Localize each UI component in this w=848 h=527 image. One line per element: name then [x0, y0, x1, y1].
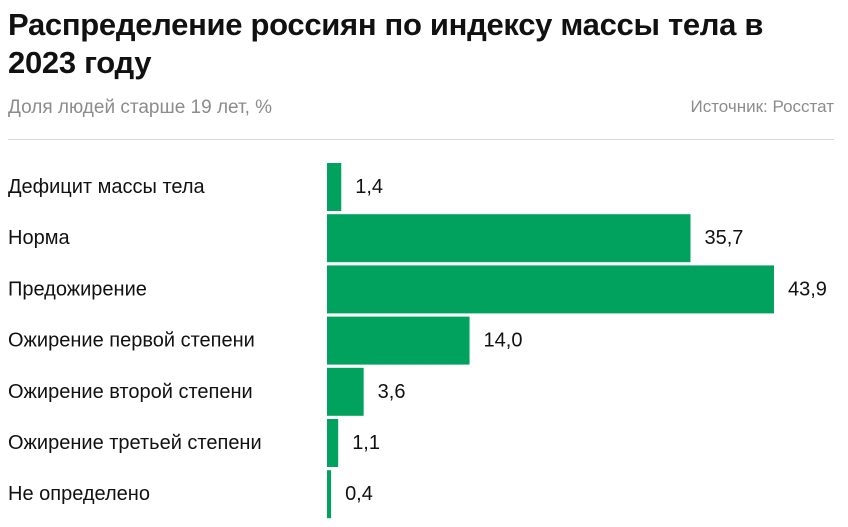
header-divider	[8, 139, 834, 140]
category-label: Предожирение	[8, 278, 147, 300]
bar	[327, 419, 339, 467]
category-label: Ожирение первой степени	[8, 330, 255, 352]
value-label: 14,0	[484, 330, 523, 352]
bar	[327, 163, 342, 211]
bar	[327, 265, 774, 314]
source-note: Источник: Росстат	[690, 97, 834, 116]
category-label: Не определено	[8, 483, 150, 505]
value-label: 0,4	[345, 483, 373, 505]
category-label: Ожирение второй степени	[8, 381, 253, 403]
bar-chart: Дефицит массы тела 1,4 Норма 35,7 Предожирен…	[8, 163, 827, 519]
chart-title: Распределение россиян по индексу массы т…	[8, 7, 764, 80]
chart-subtitle: Доля людей старше 19 лет, %	[8, 97, 273, 118]
category-label: Дефицит массы тела	[8, 176, 206, 198]
category-label: Норма	[8, 227, 70, 249]
category-label: Ожирение третьей степени	[8, 432, 262, 454]
bar	[327, 214, 691, 263]
bar	[327, 316, 470, 365]
value-label: 3,6	[378, 381, 406, 403]
value-label: 43,9	[788, 278, 827, 300]
bar	[327, 470, 332, 519]
value-label: 1,1	[352, 432, 380, 454]
value-label: 35,7	[705, 227, 744, 249]
bar	[327, 367, 364, 416]
value-label: 1,4	[355, 176, 383, 198]
